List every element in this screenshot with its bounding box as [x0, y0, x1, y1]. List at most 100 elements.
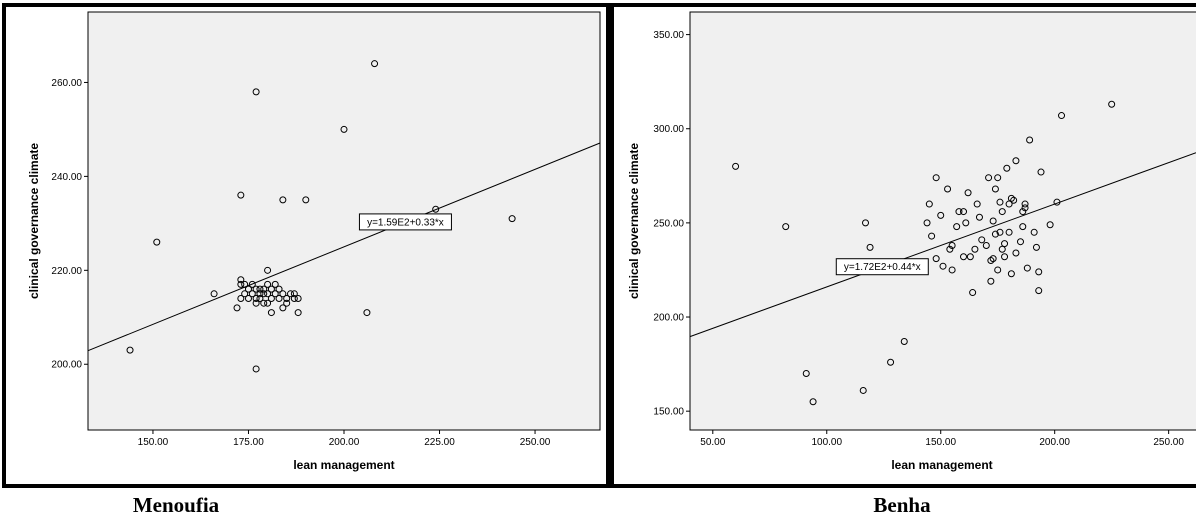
- y-tick-label: 200.00: [51, 360, 82, 371]
- y-tick-label: 150.00: [653, 407, 684, 418]
- x-tick-label: 225.00: [424, 437, 455, 448]
- data-point: [283, 299, 291, 307]
- data-point: [302, 196, 310, 204]
- x-tick-label: 250.00: [520, 437, 551, 448]
- data-point: [256, 294, 264, 302]
- x-tick-label: 50.00: [700, 437, 725, 448]
- data-point: [275, 285, 283, 293]
- data-point: [960, 253, 968, 261]
- data-point: [244, 285, 252, 293]
- plot-area: [689, 11, 1196, 431]
- data-point: [256, 285, 264, 293]
- data-point: [975, 213, 983, 221]
- data-point: [1012, 157, 1020, 165]
- data-point: [964, 189, 972, 197]
- data-point: [1001, 253, 1009, 261]
- data-point: [267, 285, 275, 293]
- data-point: [260, 285, 268, 293]
- data-point: [900, 338, 908, 346]
- fit-equation-box: [835, 258, 929, 276]
- y-axis-ticks: 200.00 220.00 240.00 260.00: [51, 78, 88, 371]
- data-point: [1023, 264, 1031, 272]
- data-point: [1108, 100, 1116, 108]
- data-point: [1026, 136, 1034, 144]
- data-point: [264, 290, 272, 298]
- data-point: [271, 290, 279, 298]
- data-point: [996, 228, 1004, 236]
- data-point: [252, 299, 260, 307]
- data-point: [252, 285, 260, 293]
- data-point: [732, 162, 740, 170]
- caption-menoufia: Menoufia: [133, 493, 220, 517]
- data-point: [210, 290, 218, 298]
- y-tick-label: 250.00: [653, 218, 684, 229]
- data-point: [1037, 168, 1045, 176]
- data-point: [1003, 164, 1011, 172]
- data-point: [932, 174, 940, 182]
- data-point: [987, 257, 995, 265]
- data-point: [866, 243, 874, 251]
- x-axis-label: lean management: [891, 458, 992, 472]
- data-point: [267, 309, 275, 317]
- data-point: [978, 236, 986, 244]
- data-point: [991, 185, 999, 193]
- caption-benha: Benha: [873, 493, 931, 517]
- data-point: [887, 358, 895, 366]
- data-point: [294, 309, 302, 317]
- data-point: [290, 294, 298, 302]
- data-point: [925, 200, 933, 208]
- data-point: [955, 208, 963, 216]
- data-point: [290, 290, 298, 298]
- data-point: [1021, 204, 1029, 212]
- y-axis-ticks: 150.00 200.00 250.00 300.00 350.00: [653, 30, 690, 418]
- data-point: [508, 215, 516, 223]
- data-point: [802, 370, 810, 378]
- data-point: [1012, 249, 1020, 257]
- data-point: [998, 208, 1006, 216]
- data-point: [987, 277, 995, 285]
- data-point: [264, 280, 272, 288]
- data-point: [371, 60, 379, 68]
- data-point: [1016, 238, 1024, 246]
- data-point: [1019, 223, 1027, 231]
- data-point: [932, 255, 940, 263]
- data-point: [928, 232, 936, 240]
- data-point: [1007, 270, 1015, 278]
- data-point: [985, 174, 993, 182]
- x-tick-label: 150.00: [138, 437, 169, 448]
- data-point: [989, 217, 997, 225]
- data-point: [782, 223, 790, 231]
- panel-menoufia: 200.00 220.00 240.00 260.00 150.00 175.00 200…: [2, 3, 610, 488]
- data-point: [275, 294, 283, 302]
- x-axis-ticks: 50.00 100.00 150.00 200.00 250.00: [700, 430, 1184, 448]
- data-point: [1030, 228, 1038, 236]
- data-point: [287, 290, 295, 298]
- x-tick-label: 100.00: [811, 437, 842, 448]
- data-point: [862, 219, 870, 227]
- data-point: [939, 262, 947, 270]
- data-point: [996, 198, 1004, 206]
- data-point: [271, 280, 279, 288]
- y-tick-label: 220.00: [51, 266, 82, 277]
- data-point: [264, 299, 272, 307]
- data-point: [237, 294, 245, 302]
- data-point: [241, 290, 249, 298]
- data-point: [260, 290, 268, 298]
- data-point: [340, 125, 348, 133]
- data-point: [279, 196, 287, 204]
- data-point: [1019, 208, 1027, 216]
- data-point: [989, 255, 997, 263]
- data-point: [153, 238, 161, 246]
- data-point: [260, 299, 268, 307]
- data-point: [1032, 243, 1040, 251]
- fit-line: [689, 152, 1196, 338]
- data-point: [1007, 194, 1015, 202]
- data-point: [1005, 228, 1013, 236]
- data-point: [279, 290, 287, 298]
- data-point: [237, 276, 245, 284]
- data-point: [252, 294, 260, 302]
- data-point: [923, 219, 931, 227]
- data-point: [252, 88, 260, 96]
- fit-equation-label: y=1.59E2+0.33*x: [358, 213, 452, 231]
